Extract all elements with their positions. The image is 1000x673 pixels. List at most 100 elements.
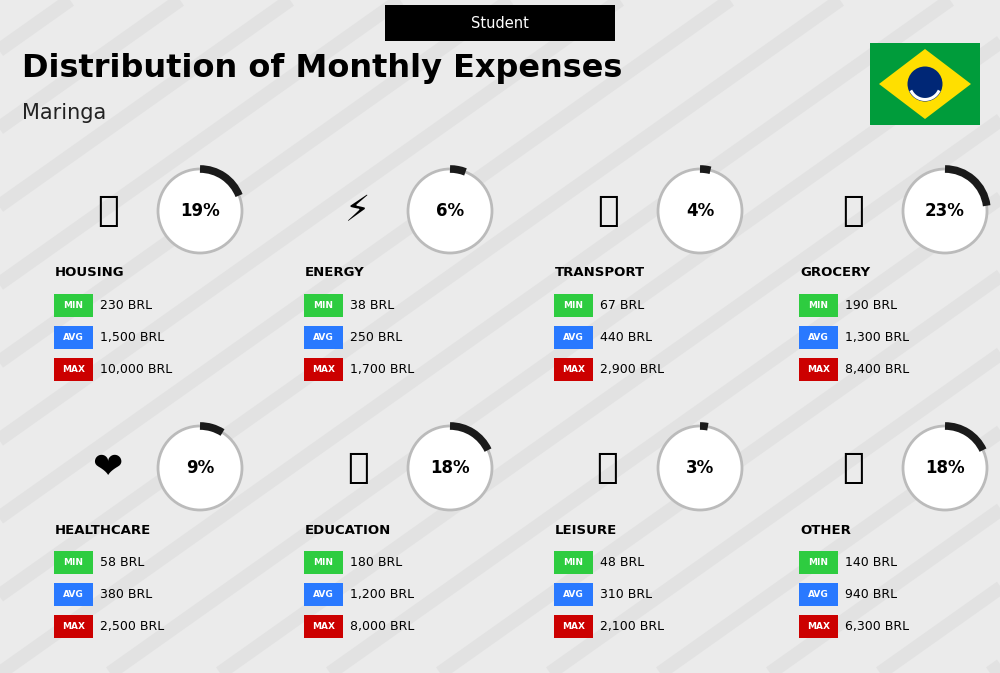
FancyBboxPatch shape [54, 326, 93, 349]
FancyBboxPatch shape [799, 326, 838, 349]
Circle shape [903, 169, 987, 253]
FancyBboxPatch shape [304, 615, 343, 638]
Text: AVG: AVG [808, 590, 829, 599]
FancyBboxPatch shape [554, 583, 593, 606]
Text: 380 BRL: 380 BRL [100, 588, 152, 601]
Text: AVG: AVG [313, 590, 334, 599]
Text: 🚌: 🚌 [597, 194, 619, 228]
Text: 4%: 4% [686, 202, 714, 220]
FancyBboxPatch shape [870, 43, 980, 125]
Text: 250 BRL: 250 BRL [350, 331, 402, 344]
Text: MAX: MAX [62, 622, 85, 631]
FancyBboxPatch shape [304, 551, 343, 574]
Text: 🏢: 🏢 [97, 194, 119, 228]
FancyBboxPatch shape [554, 294, 593, 317]
Text: Student: Student [471, 15, 529, 30]
FancyBboxPatch shape [304, 358, 343, 381]
Text: MIN: MIN [564, 558, 584, 567]
Text: 2,500 BRL: 2,500 BRL [100, 620, 164, 633]
Circle shape [658, 169, 742, 253]
Text: ENERGY: ENERGY [305, 267, 365, 279]
Text: 2,900 BRL: 2,900 BRL [600, 363, 664, 376]
Text: 58 BRL: 58 BRL [100, 556, 144, 569]
Text: 18%: 18% [430, 459, 470, 477]
Text: TRANSPORT: TRANSPORT [555, 267, 645, 279]
FancyBboxPatch shape [799, 294, 838, 317]
Text: AVG: AVG [313, 333, 334, 342]
Text: 🎓: 🎓 [347, 451, 369, 485]
Text: MIN: MIN [64, 301, 84, 310]
FancyBboxPatch shape [799, 583, 838, 606]
Circle shape [908, 67, 942, 102]
Text: 8,400 BRL: 8,400 BRL [845, 363, 909, 376]
Text: AVG: AVG [808, 333, 829, 342]
FancyBboxPatch shape [799, 551, 838, 574]
FancyBboxPatch shape [304, 326, 343, 349]
Text: 440 BRL: 440 BRL [600, 331, 652, 344]
Text: MIN: MIN [314, 301, 334, 310]
Text: HOUSING: HOUSING [55, 267, 125, 279]
Text: 48 BRL: 48 BRL [600, 556, 644, 569]
Circle shape [408, 169, 492, 253]
Text: 19%: 19% [180, 202, 220, 220]
Circle shape [158, 169, 242, 253]
Text: 1,700 BRL: 1,700 BRL [350, 363, 414, 376]
Text: 🛒: 🛒 [842, 194, 864, 228]
Text: MAX: MAX [562, 622, 585, 631]
FancyBboxPatch shape [554, 358, 593, 381]
Text: MIN: MIN [808, 301, 828, 310]
FancyBboxPatch shape [304, 294, 343, 317]
Circle shape [903, 426, 987, 510]
Text: EDUCATION: EDUCATION [305, 524, 391, 536]
FancyBboxPatch shape [799, 358, 838, 381]
Text: 180 BRL: 180 BRL [350, 556, 402, 569]
Text: AVG: AVG [563, 333, 584, 342]
Text: 38 BRL: 38 BRL [350, 299, 394, 312]
Text: 3%: 3% [686, 459, 714, 477]
Text: 940 BRL: 940 BRL [845, 588, 897, 601]
Text: MAX: MAX [62, 365, 85, 374]
Text: 18%: 18% [925, 459, 965, 477]
Text: 10,000 BRL: 10,000 BRL [100, 363, 172, 376]
FancyBboxPatch shape [554, 551, 593, 574]
Text: AVG: AVG [63, 333, 84, 342]
Text: 67 BRL: 67 BRL [600, 299, 644, 312]
Text: 💰: 💰 [842, 451, 864, 485]
FancyBboxPatch shape [54, 615, 93, 638]
Text: MIN: MIN [564, 301, 584, 310]
Text: 140 BRL: 140 BRL [845, 556, 897, 569]
Text: MIN: MIN [64, 558, 84, 567]
Text: 9%: 9% [186, 459, 214, 477]
Text: 1,200 BRL: 1,200 BRL [350, 588, 414, 601]
FancyBboxPatch shape [54, 551, 93, 574]
Text: ❤️: ❤️ [93, 451, 123, 485]
Text: MAX: MAX [562, 365, 585, 374]
FancyBboxPatch shape [554, 326, 593, 349]
Circle shape [408, 426, 492, 510]
Text: Distribution of Monthly Expenses: Distribution of Monthly Expenses [22, 52, 622, 83]
Text: 8,000 BRL: 8,000 BRL [350, 620, 414, 633]
FancyBboxPatch shape [304, 583, 343, 606]
Text: AVG: AVG [63, 590, 84, 599]
Text: 🛍️: 🛍️ [597, 451, 619, 485]
Text: Maringa: Maringa [22, 103, 106, 123]
Text: 6%: 6% [436, 202, 464, 220]
FancyBboxPatch shape [54, 583, 93, 606]
Circle shape [158, 426, 242, 510]
Text: AVG: AVG [563, 590, 584, 599]
Text: HEALTHCARE: HEALTHCARE [55, 524, 151, 536]
Text: 310 BRL: 310 BRL [600, 588, 652, 601]
Text: MIN: MIN [314, 558, 334, 567]
Text: 1,500 BRL: 1,500 BRL [100, 331, 164, 344]
Text: 1,300 BRL: 1,300 BRL [845, 331, 909, 344]
FancyBboxPatch shape [799, 615, 838, 638]
Text: 2,100 BRL: 2,100 BRL [600, 620, 664, 633]
Text: LEISURE: LEISURE [555, 524, 617, 536]
Polygon shape [879, 49, 971, 119]
Text: MAX: MAX [312, 622, 335, 631]
Text: 190 BRL: 190 BRL [845, 299, 897, 312]
Circle shape [658, 426, 742, 510]
Text: GROCERY: GROCERY [800, 267, 870, 279]
Text: 6,300 BRL: 6,300 BRL [845, 620, 909, 633]
FancyBboxPatch shape [54, 294, 93, 317]
